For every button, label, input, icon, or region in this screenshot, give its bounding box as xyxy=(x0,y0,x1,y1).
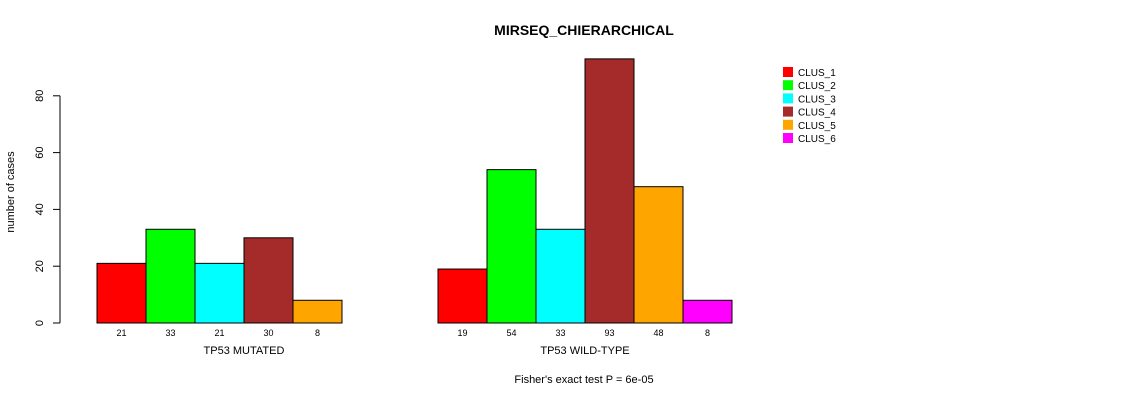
fisher-test-label: Fisher's exact test P = 6e-05 xyxy=(514,374,653,386)
count-label: 33 xyxy=(555,328,565,338)
legend: CLUS_1 CLUS_2 CLUS_3 CLUS_4 CLUS_5 CLUS_6 xyxy=(783,67,836,145)
count-labels: 21 33 21 30 8 19 54 33 93 48 8 xyxy=(116,328,710,338)
count-label: 21 xyxy=(214,328,224,338)
y-tick-label: 20 xyxy=(34,260,46,272)
legend-label: CLUS_5 xyxy=(798,121,836,132)
legend-label: CLUS_3 xyxy=(798,94,836,105)
group-label: TP53 WILD-TYPE xyxy=(540,345,629,357)
bar-clus-3-group-2 xyxy=(535,228,586,324)
bar-clus-3-group-1 xyxy=(194,262,245,324)
legend-swatch xyxy=(783,119,793,130)
bar-clus-2-group-2 xyxy=(486,169,537,324)
count-label: 8 xyxy=(705,328,710,338)
legend-swatch xyxy=(783,106,793,117)
legend-swatch xyxy=(783,93,793,104)
legend-swatch xyxy=(783,67,793,77)
legend-label: CLUS_2 xyxy=(798,81,836,92)
bar-clus-1-group-1 xyxy=(96,262,147,324)
y-axis-label: number of cases xyxy=(5,151,17,233)
count-label: 8 xyxy=(315,328,320,338)
count-label: 54 xyxy=(506,328,516,338)
y-tick-label: 0 xyxy=(34,320,46,326)
count-label: 33 xyxy=(165,328,175,338)
legend-swatch xyxy=(783,133,793,143)
y-axis: 0 20 40 60 80 xyxy=(34,90,61,326)
bar-clus-5-group-2 xyxy=(633,186,684,324)
bar-clus-4-group-1 xyxy=(243,237,294,324)
group-labels: TP53 MUTATED TP53 WILD-TYPE xyxy=(204,345,630,357)
bar-clus-6-group-2 xyxy=(682,299,733,324)
bar-clus-1-group-2 xyxy=(437,268,488,324)
group-label: TP53 MUTATED xyxy=(204,345,285,357)
bar-clus-5-group-1 xyxy=(292,299,343,324)
legend-label: CLUS_6 xyxy=(798,134,836,145)
count-label: 21 xyxy=(116,328,126,338)
count-label: 48 xyxy=(653,328,663,338)
y-tick-label: 40 xyxy=(34,203,46,215)
chart-title: MIRSEQ_CHIERARCHICAL xyxy=(494,22,674,38)
y-tick-label: 60 xyxy=(34,146,46,158)
bar-clus-4-group-2 xyxy=(584,58,635,324)
bar-clus-2-group-1 xyxy=(145,228,196,324)
count-label: 93 xyxy=(604,328,614,338)
legend-swatch xyxy=(783,80,793,91)
y-tick-label: 80 xyxy=(34,90,46,102)
bars xyxy=(96,58,733,324)
count-label: 30 xyxy=(263,328,273,338)
legend-label: CLUS_1 xyxy=(798,68,836,79)
count-label: 19 xyxy=(457,328,467,338)
legend-label: CLUS_4 xyxy=(798,108,836,119)
